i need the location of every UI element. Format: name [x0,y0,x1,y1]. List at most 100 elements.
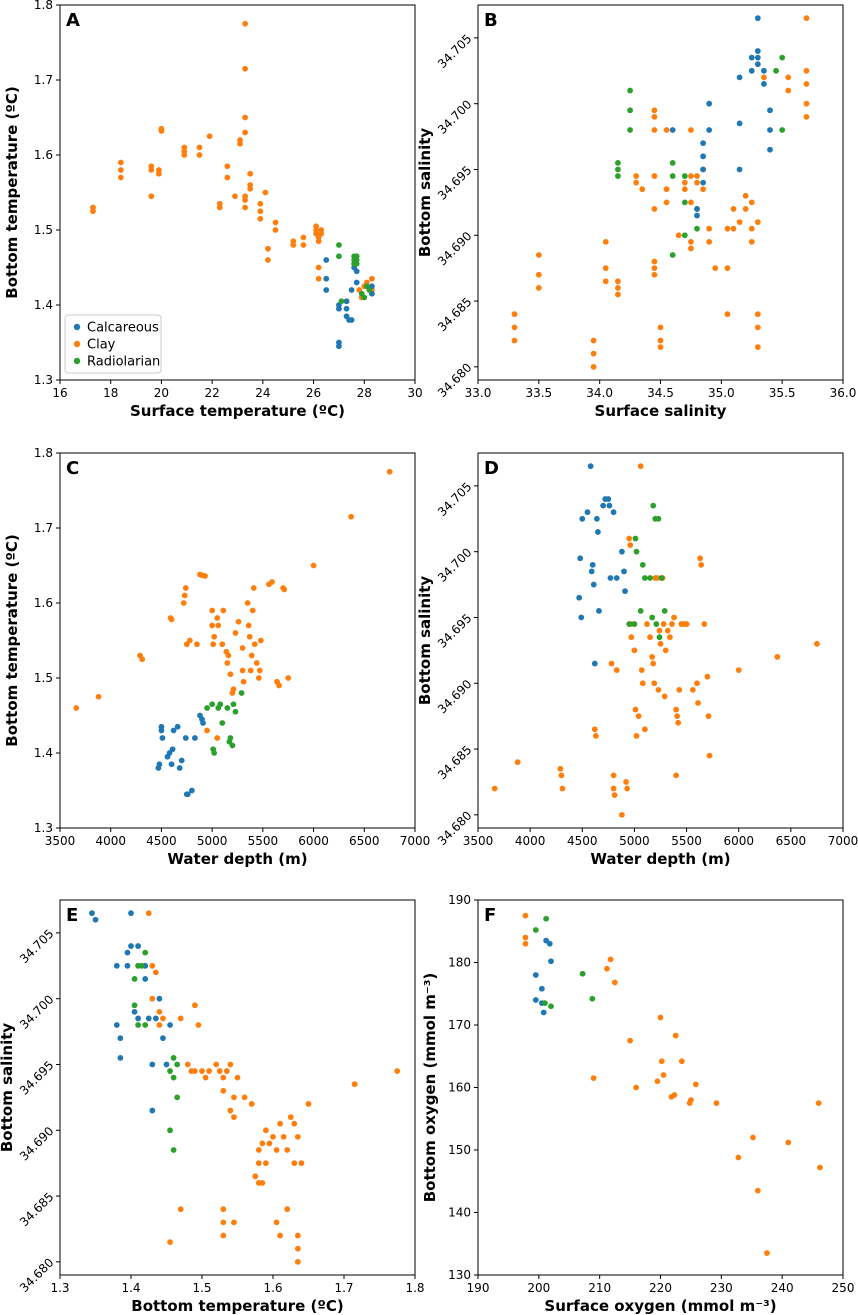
point-clay [697,555,704,562]
point-radiolarian [669,159,676,166]
point-radiolarian [366,287,373,293]
point-clay [263,1127,269,1134]
y-tick-label: 140 [448,1206,471,1220]
x-axis-label: Water depth (m) [167,850,307,868]
x-tick-label: 240 [771,1281,794,1295]
point-clay [273,1219,280,1226]
point-clay [641,726,648,733]
x-tick-label: 1.5 [192,1281,211,1295]
point-calcareous [706,100,713,107]
x-tick-label: 1.4 [121,1281,140,1295]
point-clay [259,1140,266,1147]
y-axis-label: Bottom temperature (ºC) [3,534,21,746]
point-radiolarian [658,575,665,581]
point-radiolarian [167,1068,173,1074]
point-clay [816,1164,823,1171]
point-clay [247,667,254,674]
point-calcareous [156,995,163,1002]
point-clay [591,726,598,733]
point-calcareous [694,206,700,212]
x-axis-label: Surface temperature (ºC) [130,402,345,420]
point-clay [368,275,375,282]
panel-letter: C [66,458,79,479]
point-clay [220,1206,227,1213]
point-clay [735,1154,742,1161]
point-radiolarian [227,735,234,741]
point-clay [269,579,275,585]
x-axis-label: Bottom temperature (ºC) [131,1297,343,1315]
point-radiolarian [694,225,700,232]
point-calcareous [706,127,713,133]
point-clay [196,144,203,151]
point-clay [239,667,246,674]
point-calcareous [159,735,166,741]
point-calcareous [184,791,191,798]
point-calcareous [548,958,554,965]
point-clay [248,1101,255,1107]
x-tick-label: 6500 [776,834,807,848]
point-radiolarian [361,294,368,301]
point-radiolarian [653,621,660,627]
point-radiolarian [217,701,224,708]
point-radiolarian [681,232,688,239]
y-axis-label: Bottom temperature (ºC) [3,86,21,298]
point-calcareous [540,1009,547,1016]
point-clay [688,127,694,133]
point-clay [664,627,671,634]
y-tick-label: 1.4 [34,298,53,312]
point-clay [604,965,610,972]
point-clay [219,641,226,648]
point-clay [704,673,711,680]
point-calcareous [323,287,330,293]
y-axis-label: Bottom oxygen (mmol m⁻³) [421,973,439,1203]
point-radiolarian [779,54,786,61]
point-calcareous [700,166,706,173]
point-calcareous [169,746,176,753]
point-calcareous [192,735,198,741]
panel-letter: F [484,905,496,926]
point-clay [148,193,155,200]
point-calcareous [605,496,612,502]
point-radiolarian [615,166,621,173]
point-radiolarian [615,173,621,179]
y-tick-label: 34.700 [435,545,475,585]
point-calcareous [145,1015,152,1022]
point-clay [651,173,658,179]
panel-letter: A [66,10,80,31]
point-clay [706,225,713,232]
point-radiolarian [615,159,621,166]
x-tick-label: 7000 [400,834,431,848]
point-radiolarian [167,1127,173,1134]
point-clay [235,618,242,625]
point-radiolarian [681,173,688,179]
y-tick-label: 1.6 [34,148,53,162]
point-clay [263,1160,269,1167]
point-clay [294,1232,301,1239]
y-tick-label: 34.695 [435,611,475,651]
point-calcareous [168,761,175,768]
y-tick-label: 34.690 [17,1124,57,1164]
y-tick-label: 34.700 [435,97,475,137]
point-clay [280,1133,287,1140]
point-calcareous [700,153,706,160]
point-clay [215,622,222,629]
point-calcareous [158,727,165,734]
point-calcareous [613,575,620,581]
point-clay [705,713,712,720]
point-clay [651,206,658,212]
point-radiolarian [639,561,646,568]
x-tick-label: 250 [832,1281,855,1295]
point-clay [785,1139,792,1146]
point-clay [698,561,705,568]
point-calcareous [576,594,583,601]
point-calcareous [767,127,773,133]
point-clay [318,230,325,237]
point-calcareous [622,588,628,595]
point-calcareous [577,555,584,562]
x-tick-label: 33.0 [465,386,492,400]
point-clay [661,693,668,700]
point-clay [657,324,664,331]
point-clay [168,616,175,623]
point-clay [657,1014,664,1021]
point-clay [196,152,203,158]
